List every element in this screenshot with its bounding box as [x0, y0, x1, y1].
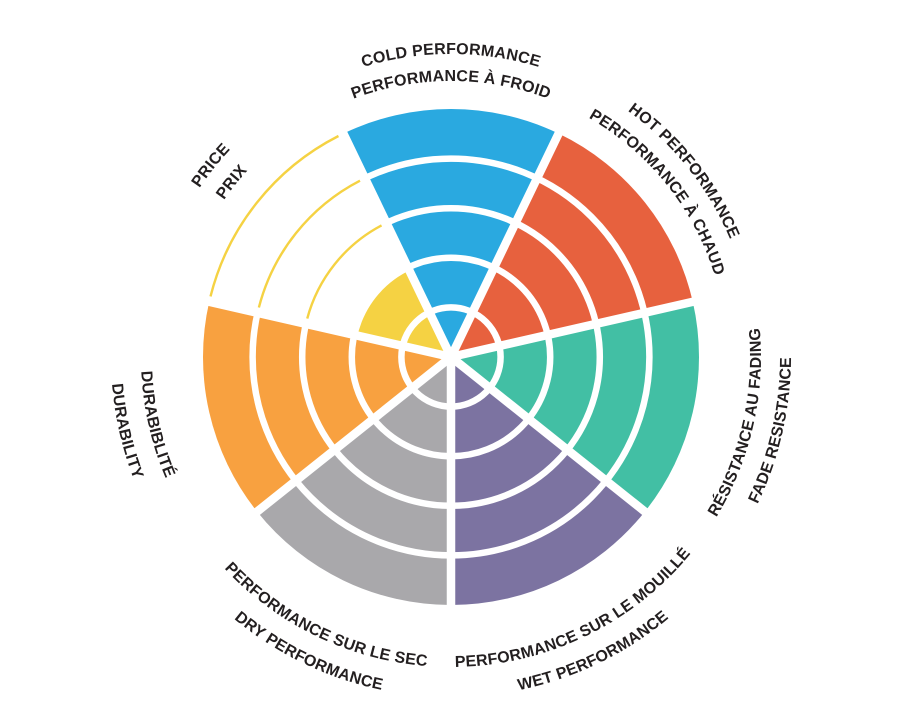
sector-cold-performance-fill: [343, 109, 559, 357]
sector-wet-performance-fill: [451, 357, 645, 605]
sector-gap-line-2: [450, 297, 697, 362]
label-durability-fr: DURABIBLITÉ: [137, 370, 179, 480]
sector-gap-lines: [205, 129, 697, 608]
sector-durability-fill: [203, 301, 451, 512]
unfilled-ring-outlines: [209, 134, 383, 319]
label-cold-performance-fr: PERFORMANCE À FROID: [349, 68, 553, 103]
sector-hot-performance-fill: [451, 133, 693, 357]
sector-gap-line-1: [447, 129, 564, 359]
label-cold-performance-en: COLD PERFORMANCE: [360, 41, 543, 71]
sector-dry-performance-fill: [257, 357, 451, 605]
sector-fade-resistance-fill: [451, 301, 699, 512]
sector-gap-line-3: [448, 353, 650, 517]
sector-gap-line-0: [338, 129, 455, 359]
sector-price-ring-outline-3: [306, 224, 383, 319]
sector-price-ring-outline-5: [209, 134, 340, 297]
sector-gap-line-5: [252, 353, 454, 517]
sector-price-ring-outline-4: [257, 179, 361, 308]
sector-fills: [203, 109, 699, 605]
sector-gap-line-6: [205, 297, 452, 362]
